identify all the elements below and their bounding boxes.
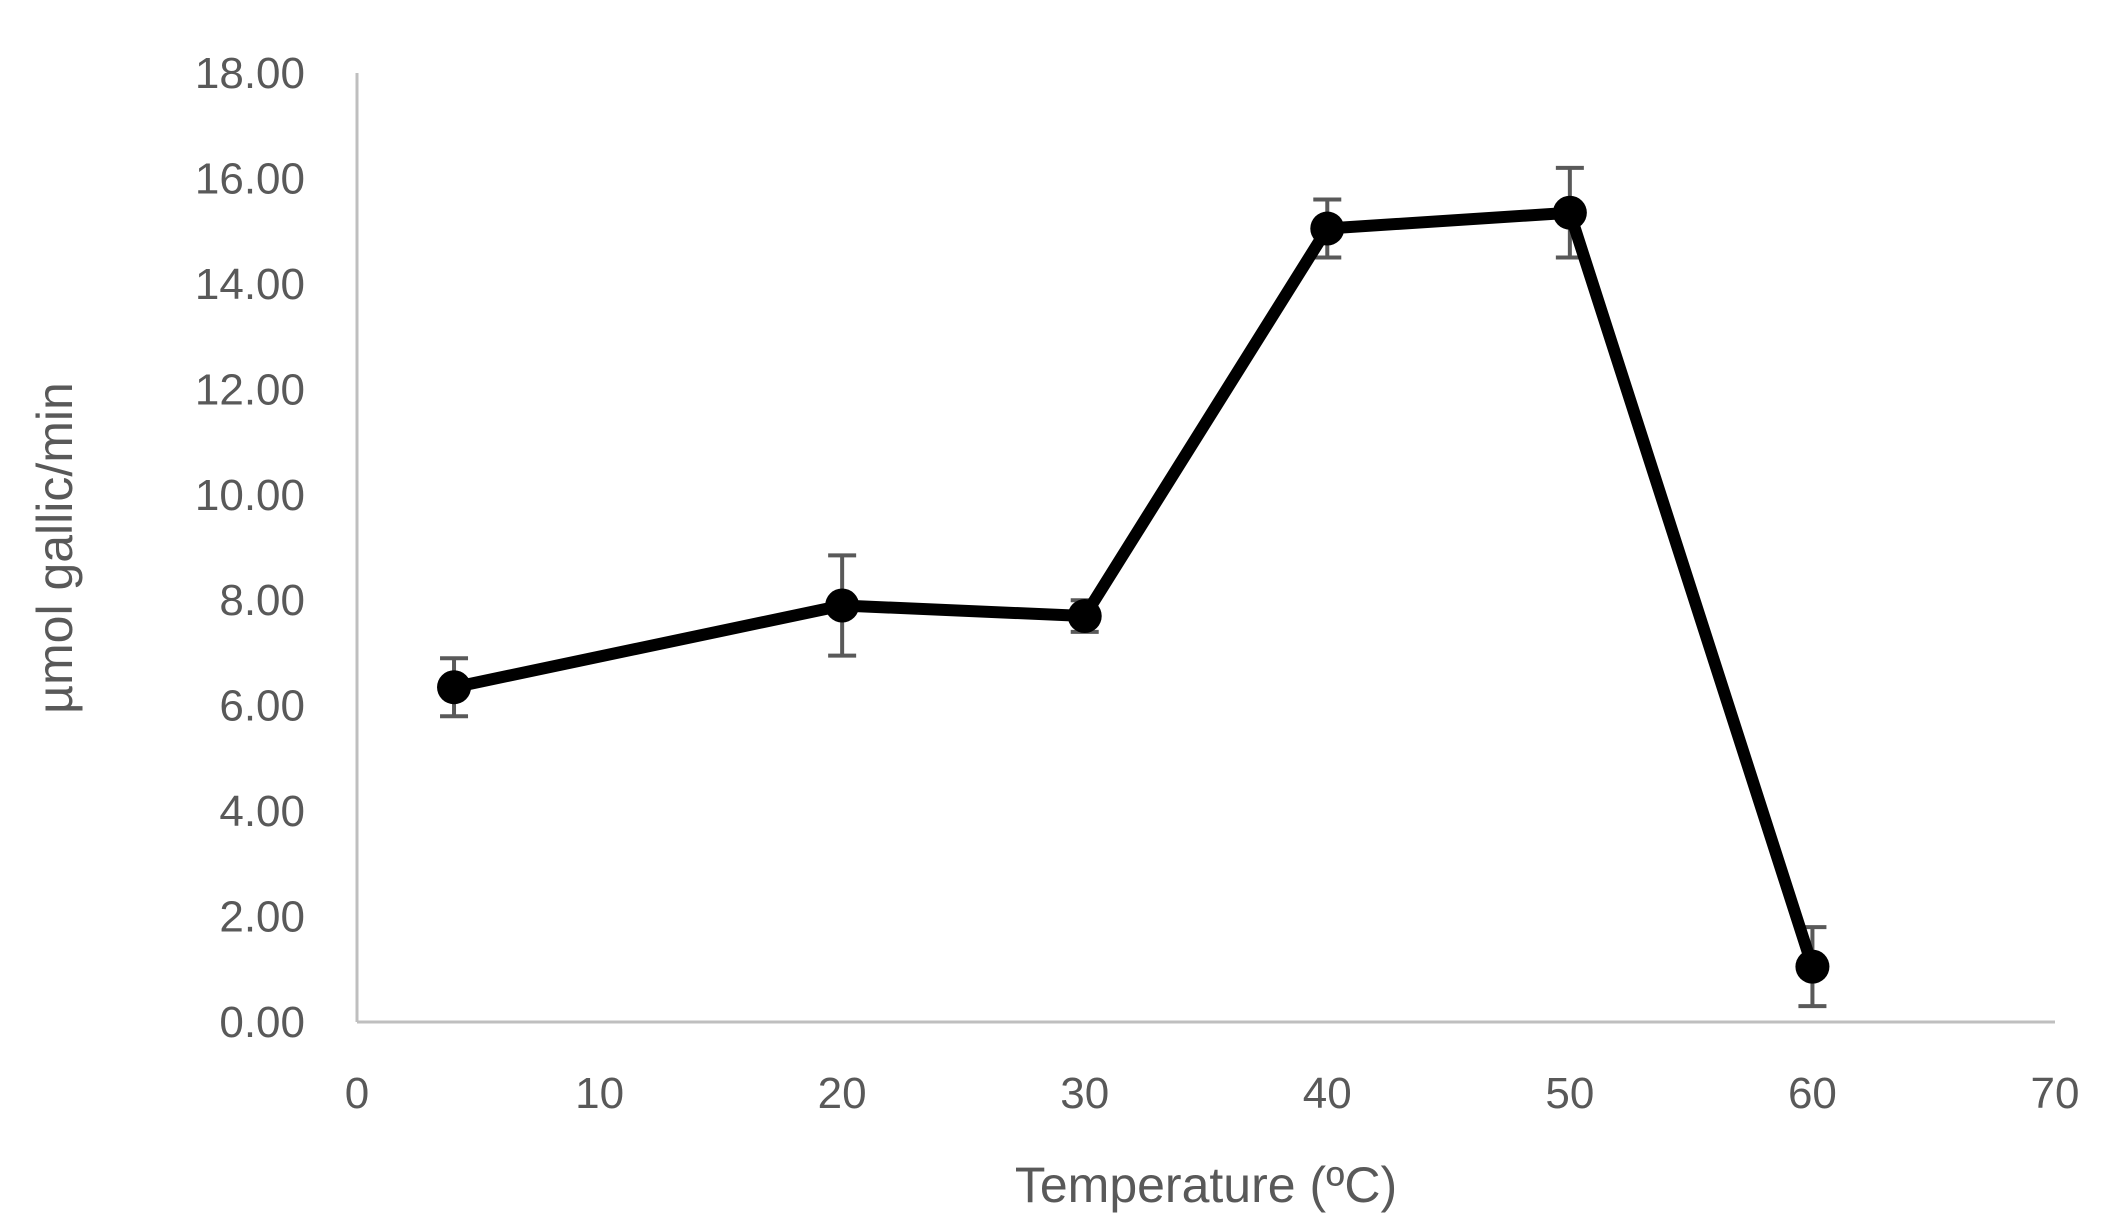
data-point (1310, 211, 1345, 246)
data-point (437, 670, 472, 705)
series-lines (448, 206, 1819, 973)
data-point (1795, 949, 1830, 984)
x-tick-label: 60 (1788, 1069, 1837, 1118)
x-axis-title: Temperature (ºC) (1015, 1157, 1397, 1213)
y-axis-title: µmol gallic/min (27, 382, 83, 714)
x-tick-label: 50 (1545, 1069, 1594, 1118)
axes (355, 73, 2055, 1024)
y-tick-label: 10.00 (195, 471, 305, 520)
data-point (1552, 195, 1587, 230)
data-point (1067, 599, 1102, 634)
y-tick-label: 16.00 (195, 154, 305, 203)
data-point (825, 588, 860, 623)
y-tick-label: 2.00 (219, 893, 305, 942)
y-tick-label: 12.00 (195, 365, 305, 414)
x-tick-labels: 0 10 20 30 40 50 60 70 (345, 1069, 2080, 1118)
y-tick-label: 0.00 (219, 998, 305, 1047)
y-tick-labels: 0.00 2.00 4.00 6.00 8.00 10.00 12.00 14.00 16.00… (195, 49, 305, 1047)
x-tick-label: 30 (1060, 1069, 1109, 1118)
x-tick-label: 70 (2031, 1069, 2080, 1118)
error-bars (440, 165, 1827, 1009)
y-tick-label: 8.00 (219, 576, 305, 625)
series-line (448, 206, 1819, 973)
y-tick-label: 4.00 (219, 787, 305, 836)
y-tick-label: 6.00 (219, 682, 305, 731)
x-tick-label: 0 (345, 1069, 369, 1118)
x-tick-label: 40 (1303, 1069, 1352, 1118)
x-tick-label: 20 (818, 1069, 867, 1118)
y-tick-label: 18.00 (195, 49, 305, 98)
x-tick-label: 10 (575, 1069, 624, 1118)
data-markers (437, 195, 1830, 984)
y-tick-label: 14.00 (195, 260, 305, 309)
